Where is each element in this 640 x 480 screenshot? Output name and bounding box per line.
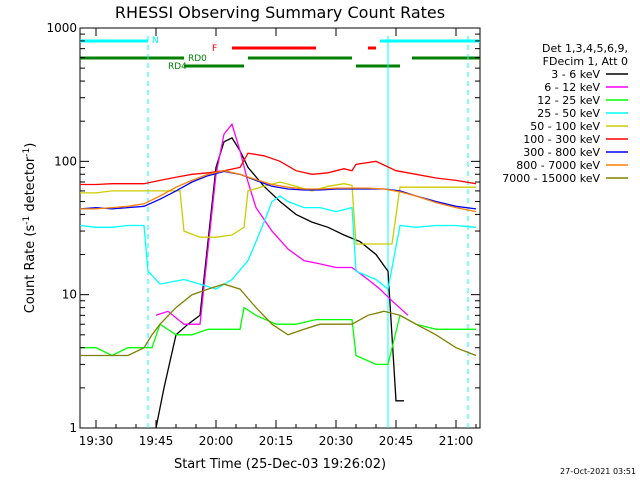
legend-entry-label: 7000 - 15000 keV [502, 172, 600, 185]
y-tick-label: 1000 [46, 21, 77, 35]
legend-entry-label: 300 - 800 keV [523, 146, 600, 159]
y-axis-label-middle: detector [23, 156, 38, 216]
y-tick-label: 10 [62, 288, 77, 302]
y-axis-label: Count Rate (s-1 detector-1) [22, 143, 38, 314]
y-tick-label: 1 [69, 421, 77, 435]
y-axis-label-main: Count Rate (s [23, 225, 38, 314]
y-axis-label-end: ) [23, 143, 38, 148]
series-lines [79, 122, 477, 429]
plot-area [79, 27, 481, 429]
state-bar-rd4-label: RD4 [168, 62, 187, 72]
legend-header-line: FDecim 1, Att 0 [543, 55, 628, 68]
x-tick-label: 20:00 [199, 434, 234, 448]
y-tick-label: 100 [54, 154, 77, 168]
series-line-12-25-kev [80, 306, 476, 366]
legend-entry-label: 50 - 100 keV [530, 120, 600, 133]
y-axis-label-superscript-2: -1 [22, 148, 32, 157]
y-axis-label-superscript-1: -1 [22, 216, 32, 225]
state-bar-rd0-label: RD0 [188, 54, 207, 64]
x-tick-label: 20:30 [319, 434, 354, 448]
x-tick-label: 19:45 [139, 434, 174, 448]
series-line-25-50-kev [79, 195, 477, 291]
x-tick-label: 21:00 [439, 434, 474, 448]
x-tick-label: 20:45 [379, 434, 414, 448]
series-line-800-7000-kev [80, 170, 477, 213]
state-bar-n-label: N [152, 36, 159, 46]
legend-header-line: Det 1,3,4,5,6,9, [542, 42, 628, 55]
series-line-100-300-kev [80, 152, 477, 186]
legend-entry-label: 25 - 50 keV [537, 107, 600, 120]
x-axis-label: Start Time (25-Dec-03 19:26:02) [174, 457, 386, 472]
x-tick-label: 19:30 [79, 434, 114, 448]
legend-entry-label: 6 - 12 keV [544, 81, 600, 94]
legend-entry-label: 12 - 25 keV [537, 94, 600, 107]
series-line-7000-15000-kev [80, 283, 477, 357]
footer-timestamp: 27-Oct-2021 03:51 [560, 467, 636, 476]
legend: Det 1,3,4,5,6,9,FDecim 1, Att 03 - 6 keV… [502, 42, 628, 185]
axes: 19:30 19:45 20:00 20:15 20:30 20:45 21:00 1 10 10… [46, 21, 480, 448]
legend-entry-label: 3 - 6 keV [551, 68, 600, 81]
series-line-3-6-kev [155, 137, 404, 429]
series-line-300-800-kev [79, 170, 477, 210]
plot-border [79, 27, 481, 429]
chart-title: RHESSI Observing Summary Count Rates [115, 3, 445, 22]
state-bar-f-label: F [212, 44, 217, 54]
legend-entry-label: 800 - 7000 keV [516, 159, 600, 172]
series-line-6-12-kev [155, 122, 409, 325]
x-tick-label: 20:15 [259, 434, 294, 448]
legend-entry-label: 100 - 300 keV [523, 133, 600, 146]
